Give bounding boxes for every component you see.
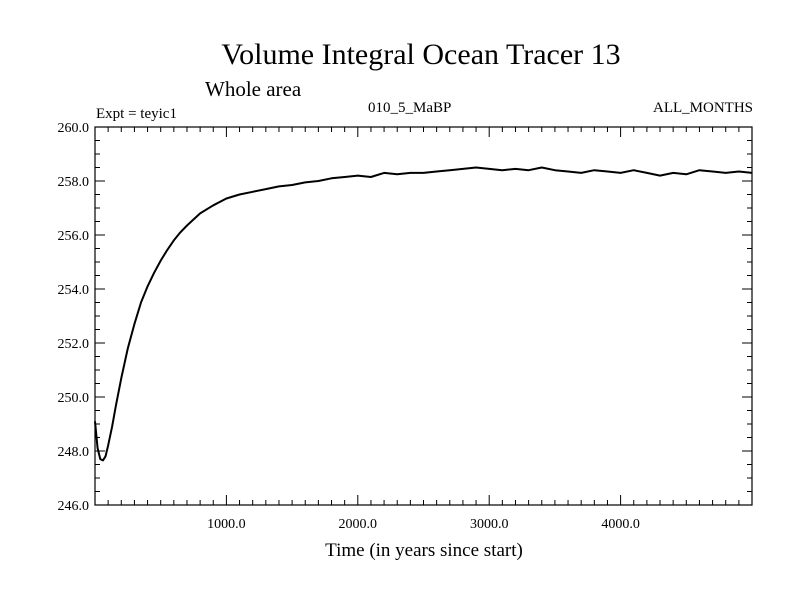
x-axis-label: Time (in years since start) xyxy=(325,540,523,561)
chart-subtitle: Whole area xyxy=(205,77,302,101)
x-tick-label: 2000.0 xyxy=(339,517,378,532)
plot-frame xyxy=(94,126,753,506)
run-label: 010_5_MaBP xyxy=(368,100,451,116)
y-tick-label: 254.0 xyxy=(58,283,90,298)
y-axis-ticks xyxy=(95,140,752,492)
y-tick-label: 258.0 xyxy=(58,175,90,190)
chart-title: Volume Integral Ocean Tracer 13 xyxy=(221,38,620,71)
x-axis-tick-labels: 1000.0 2000.0 3000.0 4000.0 xyxy=(207,517,640,532)
y-tick-label: 260.0 xyxy=(58,121,90,136)
y-axis-tick-labels: 246.0 248.0 250.0 252.0 254.0 256.0 258.0 260.0 xyxy=(58,121,90,514)
series-line xyxy=(94,166,753,462)
x-axis-ticks xyxy=(107,127,740,505)
y-tick-label: 250.0 xyxy=(58,391,90,406)
y-tick-label: 256.0 xyxy=(58,229,90,244)
y-tick-label: 246.0 xyxy=(58,499,90,514)
experiment-label: Expt = teyic1 xyxy=(96,106,177,122)
x-tick-label: 3000.0 xyxy=(470,517,509,532)
y-tick-label: 248.0 xyxy=(58,445,90,460)
x-tick-label: 4000.0 xyxy=(601,517,640,532)
y-tick-label: 252.0 xyxy=(58,337,90,352)
season-label: ALL_MONTHS xyxy=(653,100,753,116)
x-tick-label: 1000.0 xyxy=(207,517,246,532)
